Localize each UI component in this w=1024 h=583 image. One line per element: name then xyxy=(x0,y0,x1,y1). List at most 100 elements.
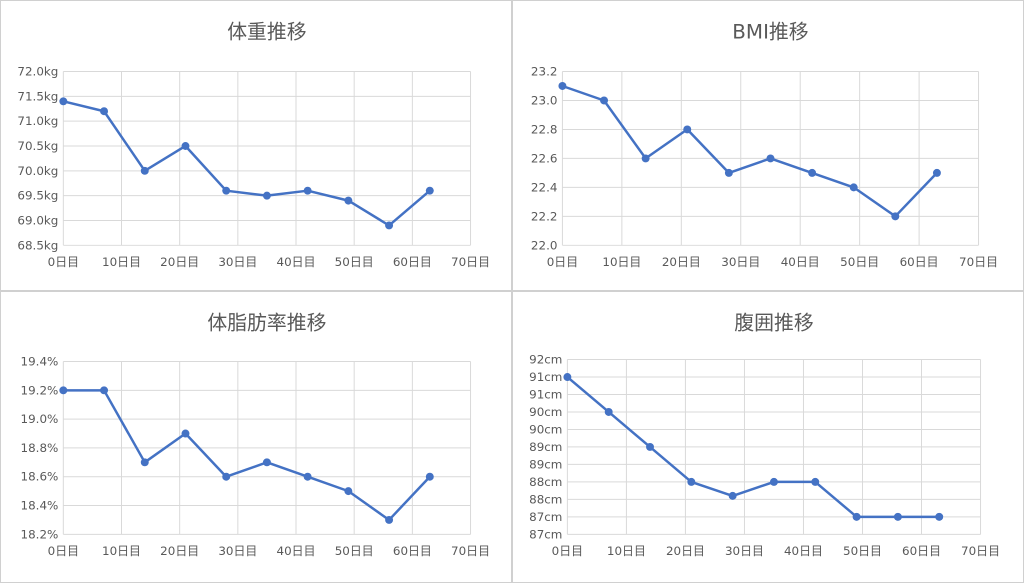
y-tick-label: 23.0 xyxy=(531,93,558,107)
data-point xyxy=(641,154,650,163)
x-tick-label: 20日目 xyxy=(160,544,199,558)
y-tick-label: 90cm xyxy=(529,405,562,419)
waist-chart: 腹囲推移 87cm 87cm 88cm 88cm 89cm 89cm 90cm 90cm 91cm… xyxy=(529,312,1000,558)
x-tick-label: 20日目 xyxy=(662,255,701,269)
y-tick-label: 89cm xyxy=(529,457,562,471)
data-point xyxy=(852,512,861,521)
data-point xyxy=(262,458,271,467)
y-tick-label: 71.0kg xyxy=(17,114,58,128)
y-tick-label: 68.5kg xyxy=(17,238,58,252)
y-tick-label: 90cm xyxy=(529,422,562,436)
y-tick-label: 88cm xyxy=(529,492,562,506)
y-tick-label: 72.0kg xyxy=(17,64,58,78)
y-tick-label: 18.8% xyxy=(21,441,59,455)
y-tick-label: 23.2 xyxy=(531,64,558,78)
x-tick-label: 0日目 xyxy=(547,255,578,269)
x-tick-label: 50日目 xyxy=(840,255,879,269)
x-tick-label: 40日目 xyxy=(781,255,820,269)
x-tick-label: 70日目 xyxy=(451,255,490,269)
data-point xyxy=(600,96,609,105)
y-tick-label: 69.5kg xyxy=(17,189,58,203)
data-point xyxy=(728,491,737,500)
data-point xyxy=(766,154,775,163)
x-tick-label: 20日目 xyxy=(666,544,705,558)
y-tick-label: 22.2 xyxy=(531,209,558,223)
y-tick-label: 70.5kg xyxy=(17,139,58,153)
x-tick-label: 40日目 xyxy=(784,544,823,558)
data-point xyxy=(222,186,231,195)
chart-title: BMI推移 xyxy=(732,21,808,44)
x-tick-label: 30日目 xyxy=(218,255,257,269)
data-point xyxy=(604,408,613,416)
x-tick-label: 50日目 xyxy=(843,544,882,558)
chart-title: 腹囲推移 xyxy=(734,312,814,335)
y-tick-label: 22.4 xyxy=(531,180,558,194)
y-tick-label: 19.4% xyxy=(21,354,59,368)
data-point xyxy=(893,512,902,521)
bmi-chart: BMI推移 22.0 22.2 22.4 22.6 22.8 23.0 23.2 0日目 10日目… xyxy=(531,21,998,269)
y-tick-label: 69.0kg xyxy=(17,213,58,227)
data-point xyxy=(100,107,109,116)
x-tick-label: 20日目 xyxy=(160,255,199,269)
y-tick-label: 91cm xyxy=(529,387,562,401)
data-point xyxy=(59,97,68,106)
x-tick-label: 70日目 xyxy=(451,544,490,558)
y-tick-label: 71.5kg xyxy=(17,89,58,103)
data-point xyxy=(849,183,858,192)
x-tick-label: 10日目 xyxy=(102,544,141,558)
series-line xyxy=(63,100,431,227)
data-point xyxy=(683,125,692,134)
y-tick-label: 91cm xyxy=(529,370,562,384)
body-fat-chart: 体脂肪率推移 18.2% 18.4% 18.6% 18.8% 19.0% 19.2% 19.4… xyxy=(21,312,490,558)
x-tick-label: 50日目 xyxy=(335,255,374,269)
x-tick-label: 40日目 xyxy=(277,255,316,269)
x-tick-label: 60日目 xyxy=(900,255,939,269)
series-line xyxy=(562,84,938,218)
x-tick-label: 70日目 xyxy=(959,255,998,269)
x-tick-label: 60日目 xyxy=(393,544,432,558)
x-tick-label: 40日目 xyxy=(277,544,316,558)
x-tick-label: 30日目 xyxy=(725,544,764,558)
y-tick-label: 22.8 xyxy=(531,122,558,136)
y-tick-label: 88cm xyxy=(529,475,562,489)
data-point xyxy=(724,168,733,177)
data-point xyxy=(344,196,353,205)
data-point xyxy=(303,472,312,481)
chart-title: 体重推移 xyxy=(227,21,307,44)
y-tick-label: 18.4% xyxy=(21,499,59,513)
weight-chart-panel: 体重推移 68.5kg 69.0kg 69.5kg 70.0kg 70.5kg 71.0kg… xyxy=(0,0,512,291)
y-tick-label: 87cm xyxy=(529,527,562,541)
x-tick-label: 30日目 xyxy=(721,255,760,269)
y-tick-label: 87cm xyxy=(529,510,562,524)
x-tick-label: 10日目 xyxy=(102,255,141,269)
bmi-chart-panel: BMI推移 22.0 22.2 22.4 22.6 22.8 23.0 23.2 0日目 10日目… xyxy=(512,0,1024,291)
x-tick-label: 10日目 xyxy=(602,255,641,269)
series-line xyxy=(566,376,940,519)
data-point xyxy=(932,168,941,177)
y-tick-label: 70.0kg xyxy=(17,164,58,178)
data-point xyxy=(385,515,394,524)
weight-chart: 体重推移 68.5kg 69.0kg 69.5kg 70.0kg 70.5kg 71.0kg… xyxy=(17,21,490,269)
x-tick-label: 10日目 xyxy=(607,544,646,558)
data-point xyxy=(140,166,149,175)
data-point xyxy=(687,477,696,486)
data-point xyxy=(808,168,817,177)
data-point xyxy=(181,142,190,150)
data-point xyxy=(563,373,572,381)
y-tick-label: 18.6% xyxy=(21,470,59,484)
data-point xyxy=(303,186,312,195)
data-point xyxy=(425,186,434,195)
x-tick-label: 60日目 xyxy=(393,255,432,269)
x-tick-label: 0日目 xyxy=(552,544,583,558)
chart-title: 体脂肪率推移 xyxy=(207,312,326,335)
data-point xyxy=(891,212,900,221)
y-tick-label: 19.2% xyxy=(21,383,59,397)
data-point xyxy=(100,386,109,395)
series-line xyxy=(63,389,431,522)
data-point xyxy=(344,487,353,496)
y-tick-label: 92cm xyxy=(529,353,562,367)
waist-chart-panel: 腹囲推移 87cm 87cm 88cm 88cm 89cm 89cm 90cm 90cm 91cm… xyxy=(512,291,1024,583)
y-tick-label: 89cm xyxy=(529,440,562,454)
y-tick-label: 22.6 xyxy=(531,151,558,165)
